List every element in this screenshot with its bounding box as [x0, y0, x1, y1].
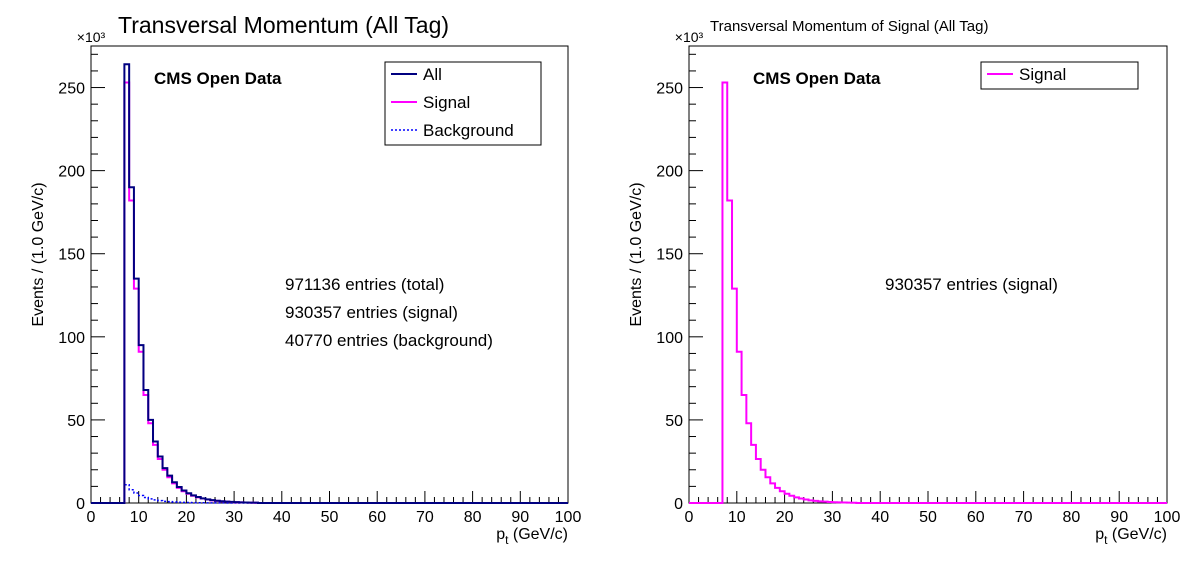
y-tick-label: 200	[58, 164, 85, 181]
x-axis-label: pt (GeV/c)	[1095, 526, 1167, 547]
y-axis-multiplier: ×10³	[77, 29, 106, 45]
x-tick-label: 30	[824, 509, 842, 526]
y-tick-label: 250	[656, 81, 683, 98]
y-axis-multiplier: ×10³	[675, 29, 704, 45]
x-tick-label: 50	[919, 509, 937, 526]
y-tick-label: 50	[665, 413, 683, 430]
x-tick-label: 30	[225, 509, 243, 526]
x-tick-label: 70	[416, 509, 434, 526]
x-tick-label: 90	[1110, 509, 1128, 526]
chart-title: Transversal Momentum (All Tag)	[118, 12, 450, 38]
entries-annotation: 40770 entries (background)	[285, 331, 493, 350]
right-chart-panel: Transversal Momentum of Signal (All Tag)…	[599, 0, 1198, 571]
legend-label-all: All	[423, 65, 442, 84]
y-tick-label: 50	[67, 413, 85, 430]
x-tick-label: 60	[967, 509, 985, 526]
legend-box	[384, 61, 542, 146]
cms-open-data-label: CMS Open Data	[154, 69, 282, 88]
y-axis-label: Events / (1.0 GeV/c)	[628, 182, 645, 326]
legend-label-signal: Signal	[423, 93, 470, 112]
x-tick-label: 20	[178, 509, 196, 526]
y-tick-label: 150	[656, 247, 683, 264]
cms-open-data-label: CMS Open Data	[753, 69, 881, 88]
x-tick-label: 100	[1154, 509, 1181, 526]
y-axis-label: Events / (1.0 GeV/c)	[30, 182, 47, 326]
y-tick-label: 250	[58, 81, 85, 98]
x-axis-label-subscript: t	[505, 533, 509, 547]
y-tick-label: 150	[58, 247, 85, 264]
x-axis-label-unit: (GeV/c)	[1107, 526, 1167, 543]
left-chart-svg: 0 10 20 30 40 50 60 70 80 90 100 0 50 100 150 200 250 ×10…	[30, 29, 582, 547]
right-chart-svg: 0 10 20 30 40 50 60 70 80 90 100 0 50 100 150 200 250 ×10…	[628, 29, 1181, 547]
y-tick-label: 100	[656, 330, 683, 347]
left-chart-panel: Transversal Momentum (All Tag) 0 10 20 30 40…	[30, 12, 582, 547]
x-tick-label: 50	[321, 509, 339, 526]
chart-title: Transversal Momentum of Signal (All Tag)	[710, 18, 989, 35]
entries-annotation: 971136 entries (total)	[285, 275, 444, 294]
x-tick-label: 40	[871, 509, 889, 526]
x-tick-label: 0	[685, 509, 694, 526]
x-tick-label: 20	[776, 509, 794, 526]
series-background-histogram	[91, 483, 568, 504]
x-tick-label: 100	[555, 509, 582, 526]
x-tick-label: 60	[368, 509, 386, 526]
y-tick-label: 100	[58, 330, 85, 347]
legend-box	[980, 61, 1139, 90]
y-tick-label: 0	[76, 496, 85, 513]
entries-annotation: 930357 entries (signal)	[885, 275, 1058, 294]
x-tick-label: 0	[87, 509, 96, 526]
entries-annotation: 930357 entries (signal)	[285, 303, 458, 322]
x-axis-label-unit: (GeV/c)	[508, 526, 568, 543]
x-tick-label: 90	[511, 509, 529, 526]
series-all-histogram	[91, 63, 568, 504]
x-tick-label: 40	[273, 509, 291, 526]
y-tick-label: 200	[656, 164, 683, 181]
x-axis-label: pt (GeV/c)	[496, 526, 568, 547]
x-tick-label: 10	[728, 509, 746, 526]
series-signal-histogram	[689, 81, 1167, 504]
x-axis-label-subscript: t	[1104, 533, 1108, 547]
x-tick-label: 80	[464, 509, 482, 526]
x-axis-label-main: p	[496, 526, 505, 543]
y-tick-label: 0	[674, 496, 683, 513]
x-tick-label: 80	[1063, 509, 1081, 526]
legend-label-signal: Signal	[1019, 65, 1066, 84]
x-axis-label-main: p	[1095, 526, 1104, 543]
x-tick-label: 10	[130, 509, 148, 526]
legend-label-background: Background	[423, 121, 514, 140]
x-tick-label: 70	[1015, 509, 1033, 526]
